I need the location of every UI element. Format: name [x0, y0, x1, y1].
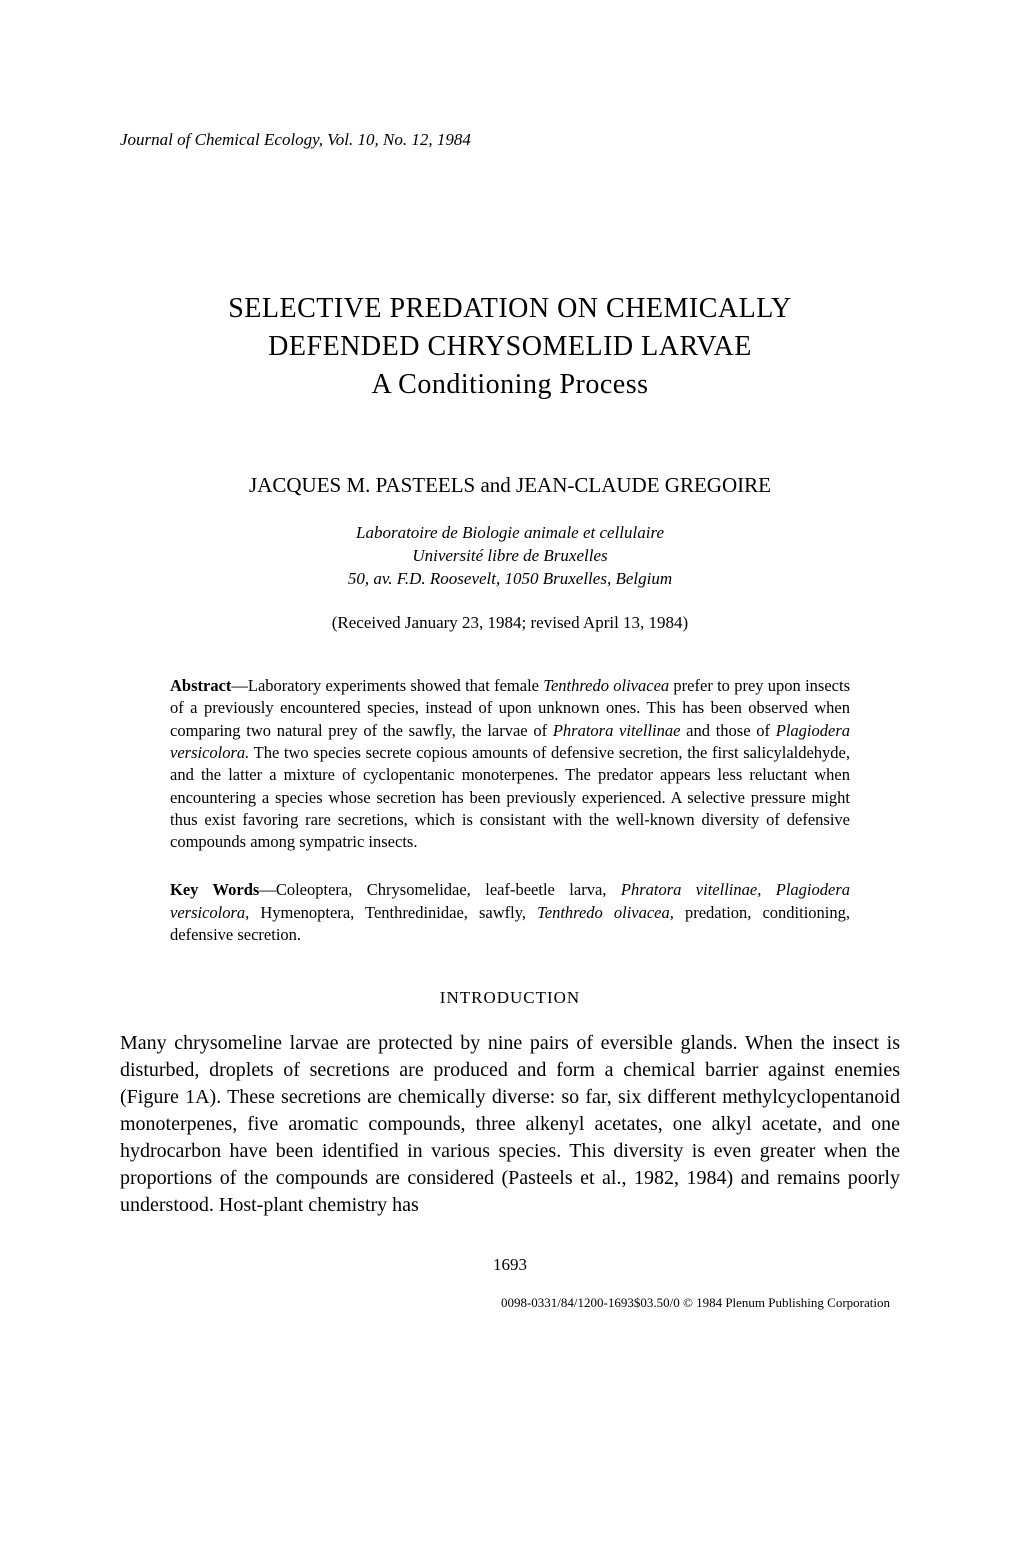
affiliation: Laboratoire de Biologie animale et cellu… — [120, 522, 900, 591]
keywords-block: Key Words—Coleoptera, Chrysomelidae, lea… — [120, 879, 900, 946]
abstract-text: Abstract—Laboratory experiments showed t… — [170, 675, 850, 853]
abstract-part-3: and those of — [680, 721, 775, 740]
abstract-label: Abstract — [170, 676, 231, 695]
abstract-part-4: The two species secrete copious amounts … — [170, 743, 850, 851]
affiliation-line-2: Université libre de Bruxelles — [412, 546, 607, 565]
section-heading-introduction: INTRODUCTION — [120, 988, 900, 1008]
keywords-species-2: Tenthredo olivacea, — [537, 903, 674, 922]
keywords-part-1: —Coleoptera, Chrysomelidae, leaf-beetle … — [259, 880, 621, 899]
article-title: SELECTIVE PREDATION ON CHEMICALLY DEFEND… — [120, 290, 900, 403]
keywords-part-2: Hymenoptera, Tenthredinidae, sawfly, — [249, 903, 537, 922]
title-line-3: A Conditioning Process — [371, 369, 648, 400]
received-dates: (Received January 23, 1984; revised Apri… — [120, 613, 900, 633]
title-line-2: DEFENDED CHRYSOMELID LARVAE — [268, 331, 752, 362]
abstract-species-1: Tenthredo olivacea — [543, 676, 669, 695]
keywords-text: Key Words—Coleoptera, Chrysomelidae, lea… — [170, 879, 850, 946]
authors: JACQUES M. PASTEELS and JEAN-CLAUDE GREG… — [120, 473, 900, 498]
affiliation-line-3: 50, av. F.D. Roosevelt, 1050 Bruxelles, … — [348, 569, 672, 588]
affiliation-line-1: Laboratoire de Biologie animale et cellu… — [356, 523, 664, 542]
copyright-footer: 0098-0331/84/1200-1693$03.50/0 © 1984 Pl… — [120, 1295, 900, 1311]
page-number: 1693 — [120, 1255, 900, 1275]
title-line-1: SELECTIVE PREDATION ON CHEMICALLY — [228, 293, 792, 324]
keywords-label: Key Words — [170, 880, 259, 899]
page-container: Journal of Chemical Ecology, Vol. 10, No… — [0, 0, 1020, 1351]
introduction-paragraph: Many chrysomeline larvae are protected b… — [120, 1030, 900, 1219]
abstract-block: Abstract—Laboratory experiments showed t… — [120, 675, 900, 853]
journal-header: Journal of Chemical Ecology, Vol. 10, No… — [120, 130, 900, 150]
abstract-part-1: —Laboratory experiments showed that fema… — [231, 676, 543, 695]
abstract-species-2: Phratora vitellinae — [553, 721, 681, 740]
